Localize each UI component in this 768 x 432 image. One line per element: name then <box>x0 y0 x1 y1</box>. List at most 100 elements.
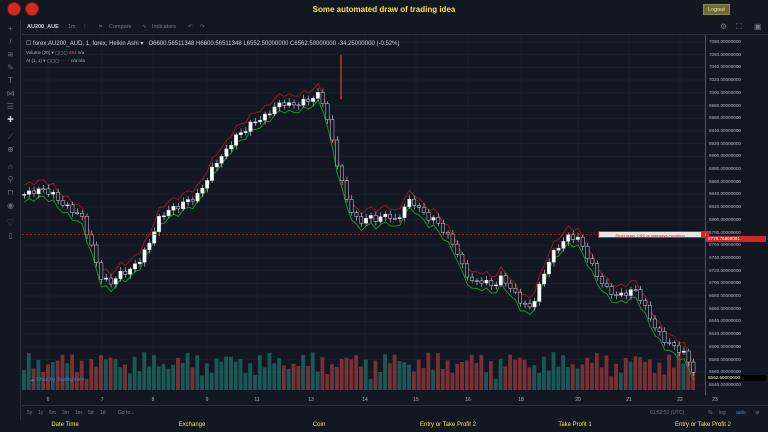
compare-icon[interactable]: ⌗ <box>99 24 103 30</box>
legend-checkbox[interactable]: ☐ <box>26 41 34 47</box>
pattern-icon[interactable]: ⋈ <box>6 89 15 98</box>
volume-bar <box>532 365 537 390</box>
volume-bar <box>551 352 556 390</box>
tradingview-branding[interactable]: ☁ Chart by TradingView <box>30 377 84 383</box>
volume-bar <box>590 362 594 390</box>
alert-badge[interactable]: ! <box>702 231 709 238</box>
candle-body <box>460 254 465 265</box>
volume-bar <box>118 367 123 390</box>
log-toggle[interactable]: log <box>719 410 726 416</box>
camera-icon[interactable]: ▣ <box>754 22 762 31</box>
price-tick: 6620.00000000 <box>709 331 741 337</box>
fullscreen-icon[interactable]: ⛶ <box>736 22 742 31</box>
timeframe-button[interactable]: 1m <box>75 410 82 416</box>
redo-icon[interactable]: ↷ <box>200 24 205 30</box>
time-tick: 18 <box>518 397 524 403</box>
clock-time[interactable]: 01:52:52 (UTC) <box>650 410 685 416</box>
candle-body <box>599 276 604 284</box>
volume-bar <box>445 360 450 390</box>
field-label: Date Time <box>51 422 79 428</box>
interval-button[interactable]: 1m <box>68 24 76 30</box>
forecast-icon[interactable]: ☰ <box>6 102 15 111</box>
candle-body <box>412 198 417 206</box>
candle-body <box>474 280 479 282</box>
page-title: Some automated draw of trading idea <box>312 5 456 14</box>
volume-bar <box>214 358 219 390</box>
candle-body <box>330 119 335 141</box>
volume-bar <box>450 372 455 390</box>
volume-bar <box>306 366 310 390</box>
price-chart[interactable] <box>22 35 705 395</box>
candle-body <box>349 199 354 213</box>
idea-annotation[interactable]: Short draw, CSC or sideways incoming <box>598 231 702 238</box>
volume-bar <box>546 370 551 390</box>
timeframe-button[interactable]: Go to... <box>118 410 135 416</box>
timeframe-button[interactable]: 3m <box>62 410 69 416</box>
volume-bar <box>580 364 585 390</box>
price-tick: 6800.00000000 <box>709 216 741 222</box>
text-icon[interactable]: T <box>8 76 13 85</box>
volume-bar <box>604 355 609 390</box>
candle-body <box>118 271 123 279</box>
time-tick: 16 <box>465 397 471 403</box>
crosshair-icon[interactable]: + <box>8 24 13 33</box>
volume-bar <box>344 357 349 390</box>
symbol-search[interactable]: AU200_AUE <box>27 24 59 30</box>
candle-body <box>580 236 585 247</box>
candle-body <box>417 205 421 208</box>
chart-canvas[interactable] <box>22 35 705 395</box>
ai-title[interactable]: AI (1, 1) <box>26 58 43 63</box>
ruler-icon[interactable]: ⟋ <box>7 132 14 141</box>
timeframe-button[interactable]: 6m <box>49 410 56 416</box>
eye-icon[interactable]: ◉ <box>7 201 14 210</box>
chart-style-icon[interactable]: ⫶ <box>84 24 86 30</box>
price-tick: 7000.00000000 <box>709 89 741 95</box>
volume-bar <box>185 352 190 390</box>
volume-bar <box>108 357 113 390</box>
volume-bar <box>310 352 315 390</box>
undo-icon[interactable]: ↶ <box>188 24 193 30</box>
auto-toggle[interactable]: auto <box>736 410 746 416</box>
volume-bar <box>291 363 296 390</box>
settings-icon[interactable]: ⚙ <box>720 22 728 31</box>
candle-body <box>686 350 691 363</box>
volume-bar <box>585 357 590 390</box>
brush-icon[interactable]: ✎ <box>7 63 14 72</box>
logo-icon <box>8 3 20 15</box>
axis-settings-icon[interactable]: ⚙ <box>755 410 760 416</box>
lock-icon[interactable]: ⊓ <box>7 188 14 197</box>
indicators-button[interactable]: Indicators <box>152 24 176 30</box>
candle-body <box>436 217 441 224</box>
volume-bar <box>74 372 79 390</box>
candle-body <box>291 102 296 106</box>
logout-button[interactable]: Logout <box>703 4 730 15</box>
indicators-icon[interactable]: ∿ <box>142 24 147 30</box>
price-axis[interactable]: 7080.00000000 7060.00000000 7040.00000000 7… <box>705 35 768 395</box>
trendline-icon[interactable]: / <box>9 37 12 46</box>
timeframe-button[interactable]: 1d <box>100 410 106 416</box>
volume-title[interactable]: Volume (20) <box>26 50 51 55</box>
candle-body <box>657 327 662 332</box>
volume-bar <box>60 354 65 390</box>
favorites-icon[interactable]: ♡ <box>6 218 15 227</box>
candle-body <box>628 289 633 296</box>
volume-bar <box>541 356 546 390</box>
percent-toggle[interactable]: % <box>708 410 713 416</box>
zoom-icon[interactable]: ⊕ <box>7 145 14 154</box>
price-tick: 7080.00000000 <box>709 39 741 44</box>
volume-bar <box>233 361 238 390</box>
candle-body <box>537 283 542 302</box>
magnet-icon[interactable]: ∩ <box>7 162 14 171</box>
volume-bar <box>440 369 445 390</box>
compare-button[interactable]: Compare <box>109 24 132 30</box>
timeframe-button[interactable]: 1y <box>38 410 44 416</box>
timeframe-button[interactable]: 5d <box>88 410 94 416</box>
trash-icon[interactable]: ▯ <box>8 231 13 240</box>
pitchfork-icon[interactable]: ≋ <box>7 50 14 59</box>
timeframe-button[interactable]: 5y <box>27 410 33 416</box>
candle-body <box>46 188 51 195</box>
stay-drawing-icon[interactable]: ⚲ <box>7 175 14 184</box>
candle-body <box>166 209 171 216</box>
arrow-icon[interactable]: ✚ <box>7 115 14 124</box>
candle-body <box>210 166 214 181</box>
